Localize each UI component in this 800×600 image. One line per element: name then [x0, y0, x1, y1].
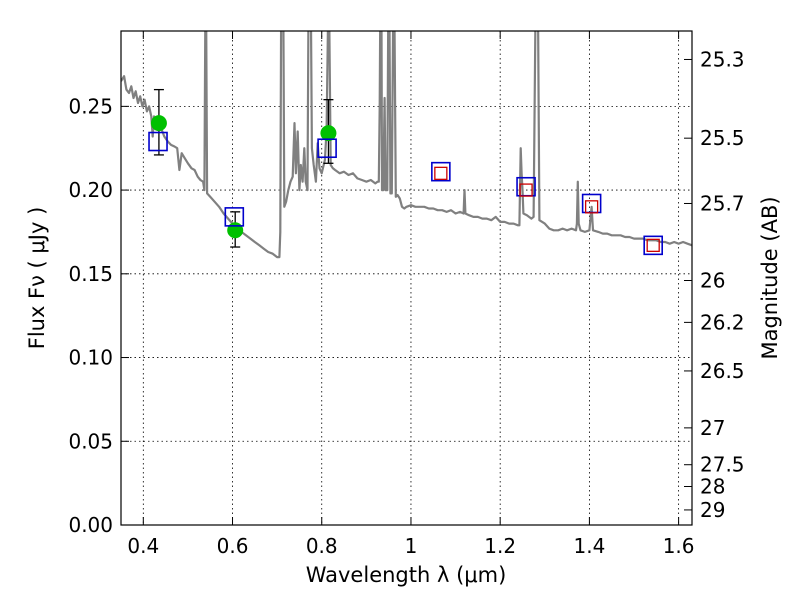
right-tick-label: 25.3 [700, 47, 745, 71]
right-tick-label: 27 [700, 416, 725, 440]
y-tick-label: 0.20 [68, 178, 113, 202]
right-tick-label: 29 [700, 498, 725, 522]
right-tick-label: 26 [700, 269, 725, 293]
y-tick-label: 0.05 [68, 429, 113, 453]
model-band-flux-square [224, 207, 245, 227]
y-tick-label: 0.15 [68, 262, 113, 286]
x-tick-label: 0.6 [217, 534, 249, 558]
tick-marks [121, 31, 692, 526]
observed-flux-point [150, 115, 167, 132]
x-tick-label: 1.2 [484, 534, 516, 558]
tick-labels: 0.4 0.6 0.8 1 1.2 1.4 1.6 0.00 0.05 0.10 0.15 0.20 0… [68, 47, 744, 558]
plot-frame [120, 30, 693, 526]
y-axis-label: Flux Fν ( μJy ) [25, 207, 49, 350]
y-tick-label: 0.00 [68, 513, 113, 537]
model-band-flux-inner-square [646, 238, 660, 252]
model-band-flux-inner-square [519, 183, 533, 197]
model-band-flux-square [643, 235, 663, 256]
model-band-flux-square [431, 161, 451, 182]
x-tick-label: 0.8 [306, 534, 338, 558]
right-tick-label: 26.2 [700, 310, 745, 334]
y-tick-label: 0.10 [68, 346, 113, 370]
right-tick-label: 25.7 [700, 191, 745, 215]
right-tick-label: 26.5 [700, 359, 745, 383]
x-tick-label: 0.4 [127, 534, 159, 558]
data-layer [121, 31, 692, 259]
right-axis-label: Magnitude (AB) [758, 196, 782, 359]
y-tick-label: 0.25 [68, 94, 113, 118]
right-tick-label: 28 [700, 474, 725, 498]
x-tick-label: 1.4 [573, 534, 605, 558]
model-band-flux-inner-square [434, 166, 448, 180]
right-tick-label: 27.5 [700, 453, 745, 477]
right-tick-label: 25.5 [700, 126, 745, 150]
model-band-flux-square [148, 131, 168, 152]
model-band-flux-inner-square [584, 200, 599, 214]
x-tick-label: 1.6 [663, 534, 695, 558]
x-tick-label: 1 [405, 534, 418, 558]
observed-flux-point [320, 125, 337, 142]
model-sed-line [121, 31, 692, 259]
model-band-flux-square [317, 138, 337, 159]
x-axis-label: Wavelength λ (μm) [306, 563, 507, 587]
observed-flux-point [227, 222, 244, 239]
plot-background [121, 31, 692, 525]
